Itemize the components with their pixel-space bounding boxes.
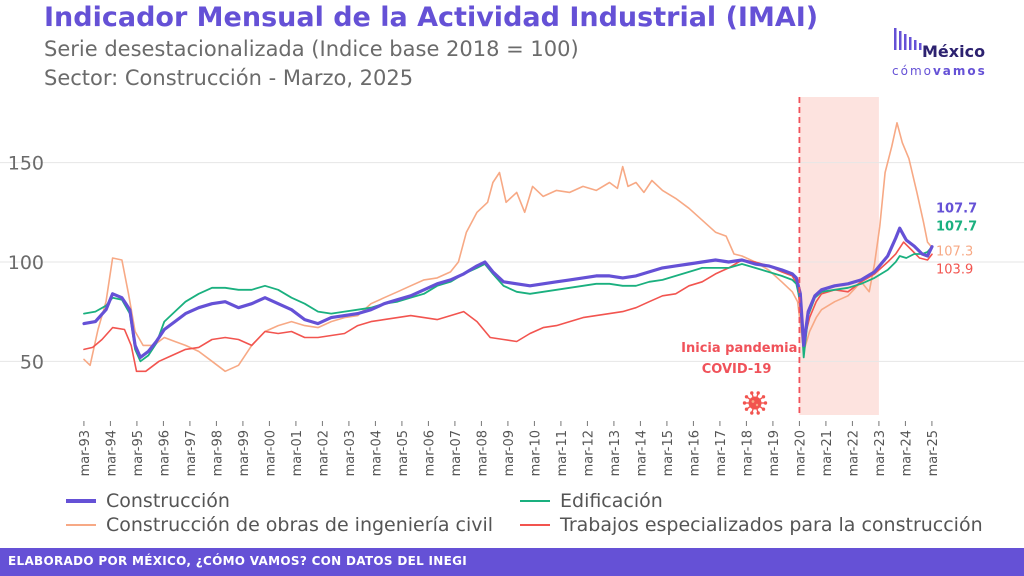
legend-item-trabajos-especializados: Trabajos especializados para la construc… [520, 514, 983, 536]
pandemic-shaded-region [799, 97, 879, 415]
x-tick-label-mar-22: mar-22 [846, 430, 861, 476]
x-tick-label-mar-00: mar-00 [263, 430, 278, 476]
legend-item-edificacion: Edificación [520, 490, 663, 512]
footer-bar: ELABORADO POR MÉXICO, ¿CÓMO VAMOS? CON D… [0, 548, 1024, 576]
virus-spot [755, 403, 759, 407]
x-tick-label-mar-98: mar-98 [210, 430, 225, 476]
line-chart: 107.7 107.7 107.3 103.9 Inicia pandemia COVID… [0, 97, 1024, 476]
virus-spike-tip [742, 401, 747, 405]
virus-icon [742, 391, 768, 415]
chart-subtitle-sector: Sector: Construcción - Marzo, 2025 [44, 66, 414, 90]
end-value-label-3: 103.9 [936, 263, 973, 278]
y-tick-label-50: 50 [20, 351, 44, 373]
x-tick-label-mar-94: mar-94 [104, 430, 119, 476]
legend-swatch-ingenieria-civil [66, 524, 96, 526]
legend-swatch-trabajos-especializados [520, 524, 550, 526]
virus-spike-tip [744, 395, 749, 399]
virus-spot [751, 400, 755, 403]
end-value-label-2: 107.3 [936, 245, 973, 260]
virus-spike-tip [756, 411, 760, 415]
x-tick-label-mar-95: mar-95 [131, 430, 146, 476]
x-tick-label-mar-07: mar-07 [449, 430, 464, 476]
footer-credit: ELABORADO POR MÉXICO, ¿CÓMO VAMOS? CON D… [8, 554, 468, 568]
end-value-label-1: 107.7 [936, 220, 977, 235]
x-tick-label-mar-19: mar-19 [767, 430, 782, 476]
x-tick-label-mar-01: mar-01 [290, 430, 305, 476]
x-tick-label-mar-06: mar-06 [422, 430, 437, 476]
annotation-line-2: COVID-19 [702, 362, 772, 377]
x-tick-label-mar-09: mar-09 [502, 430, 517, 476]
logo-name: México [922, 42, 986, 61]
virus-spike-tip [756, 391, 760, 395]
chart-title: Indicador Mensual de la Actividad Indust… [44, 2, 819, 33]
x-tick-label-mar-11: mar-11 [555, 430, 570, 476]
series-line-0 [82, 226, 934, 359]
x-tick-label-mar-18: mar-18 [740, 430, 755, 476]
x-tick-label-mar-05: mar-05 [396, 430, 411, 476]
logo-subtitle: cómovamos [892, 64, 987, 78]
annotation-line-1: Inicia pandemia [681, 341, 797, 356]
legend-swatch-construccion [66, 499, 96, 503]
x-tick-label-mar-25: mar-25 [926, 430, 941, 476]
x-tick-label-mar-23: mar-23 [873, 430, 888, 476]
logo-bars-icon [894, 28, 922, 50]
x-tick-label-mar-12: mar-12 [581, 430, 596, 476]
x-tick-label-mar-03: mar-03 [343, 430, 358, 476]
x-tick-label-mar-15: mar-15 [661, 430, 676, 476]
legend-item-construccion: Construcción [66, 490, 230, 512]
x-tick-label-mar-08: mar-08 [475, 430, 490, 476]
x-tick-label-mar-96: mar-96 [157, 430, 172, 476]
x-tick-label-mar-21: mar-21 [820, 430, 835, 476]
x-tick-label-mar-97: mar-97 [184, 430, 199, 476]
x-tick-label-mar-24: mar-24 [899, 430, 914, 476]
x-tick-label-mar-93: mar-93 [78, 430, 93, 476]
chart-legend: Construcción Edificación Construcción de… [66, 486, 1016, 542]
virus-spike-tip [750, 391, 754, 395]
x-tick-label-mar-04: mar-04 [369, 430, 384, 476]
x-tick-label-mar-16: mar-16 [687, 430, 702, 476]
virus-spike-tip [763, 401, 768, 405]
virus-body [748, 396, 762, 410]
legend-label-ingenieria-civil: Construcción de obras de ingeniería civi… [106, 514, 494, 536]
end-value-label-0: 107.7 [936, 202, 977, 217]
legend-label-construccion: Construcción [106, 490, 230, 512]
x-tick-label-mar-13: mar-13 [608, 430, 623, 476]
x-tick-label-mar-02: mar-02 [316, 430, 331, 476]
series-line-3 [83, 241, 933, 373]
x-tick-label-mar-20: mar-20 [793, 430, 808, 476]
series-line-2 [83, 122, 933, 373]
y-tick-label-150: 150 [8, 153, 44, 175]
chart-subtitle-series: Serie desestacionalizada (Indice base 20… [44, 37, 579, 61]
y-tick-label-100: 100 [8, 252, 44, 274]
x-tick-label-mar-14: mar-14 [634, 430, 649, 476]
virus-spike-tip [744, 407, 749, 411]
virus-spike-tip [761, 407, 766, 411]
legend-label-trabajos-especializados: Trabajos especializados para la construc… [560, 514, 983, 536]
virus-spike-tip [750, 411, 754, 415]
logo-sub-2: vamos [932, 64, 987, 78]
virus-spike-tip [761, 395, 766, 399]
logo-sub-1: cómo [892, 64, 933, 78]
x-tick-label-mar-99: mar-99 [237, 430, 252, 476]
legend-label-edificacion: Edificación [560, 490, 663, 512]
legend-item-ingenieria-civil: Construcción de obras de ingeniería civi… [66, 514, 493, 536]
x-tick-label-mar-10: mar-10 [528, 430, 543, 476]
legend-swatch-edificacion [520, 500, 550, 502]
x-tick-label-mar-17: mar-17 [714, 430, 729, 476]
